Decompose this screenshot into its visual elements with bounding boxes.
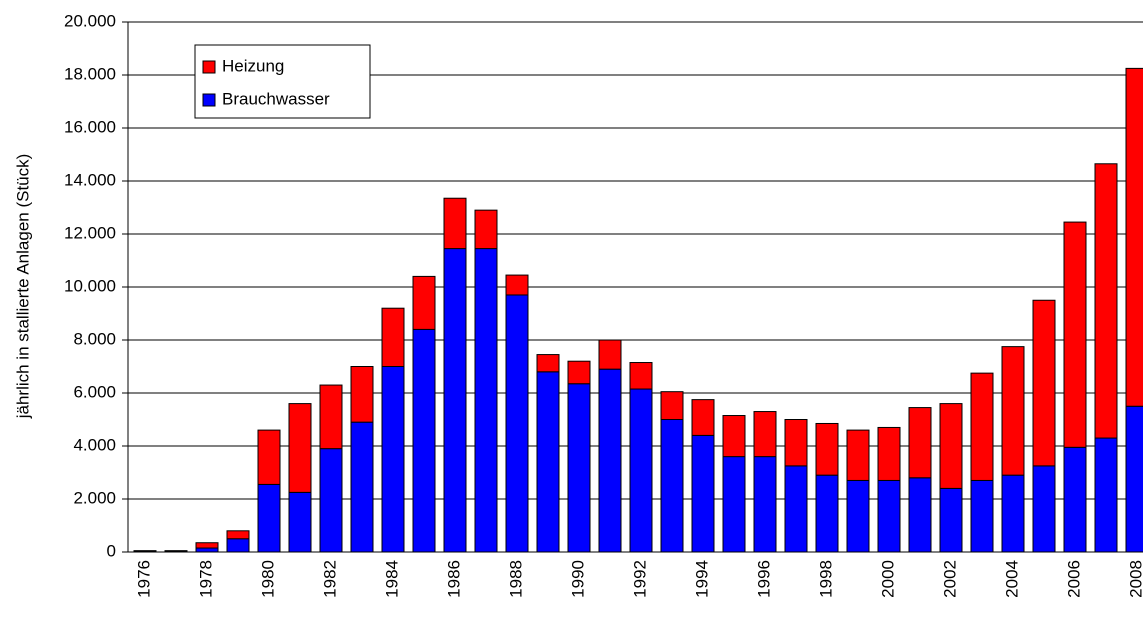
x-tick-label: 1976: [134, 560, 153, 598]
x-tick-label: 2002: [940, 560, 959, 598]
bar-segment: [939, 403, 963, 489]
bar-segment: [722, 456, 746, 553]
bar-segment: [1063, 221, 1087, 448]
bar-segment: [753, 411, 777, 458]
x-tick-label: 2004: [1002, 560, 1021, 598]
x-tick-label: 1998: [816, 560, 835, 598]
bar-segment: [536, 371, 560, 553]
bar-segment: [784, 419, 808, 467]
bar-segment: [846, 479, 870, 553]
y-axis-label: jährlich in stallierte Anlagen (Stück): [13, 154, 32, 420]
x-tick-label: 2006: [1064, 560, 1083, 598]
x-tick-label: 1986: [444, 560, 463, 598]
x-tick-label: 1978: [196, 560, 215, 598]
x-tick-label: 1994: [692, 560, 711, 598]
bar-segment: [350, 421, 374, 553]
bar-segment: [629, 388, 653, 553]
y-tick-label: 8.000: [73, 329, 116, 348]
bar-segment: [939, 487, 963, 553]
legend-swatch: [202, 60, 216, 74]
bar-segment: [784, 465, 808, 553]
bar-segment: [908, 477, 932, 553]
bar-segment: [815, 422, 839, 476]
bar-segment: [474, 209, 498, 250]
bar-segment: [195, 547, 219, 553]
bar-segment: [567, 383, 591, 553]
bar-segment: [474, 248, 498, 553]
legend-swatch: [202, 93, 216, 107]
bar-segment: [1032, 299, 1056, 467]
bar-segment: [970, 372, 994, 481]
bar-segment: [877, 426, 901, 481]
bar-segment: [319, 384, 343, 450]
x-tick-label: 1996: [754, 560, 773, 598]
bar-segment: [1063, 446, 1087, 553]
bar-segment: [691, 399, 715, 436]
x-tick-label: 1982: [320, 560, 339, 598]
legend-label: Heizung: [222, 56, 284, 75]
bar-segment: [536, 354, 560, 373]
bar-segment: [288, 491, 312, 553]
bar-segment: [319, 448, 343, 553]
bar-segment: [753, 456, 777, 553]
bar-segment: [443, 248, 467, 553]
bar-segment: [505, 274, 529, 296]
bar-segment: [1094, 163, 1118, 439]
bar-segment: [381, 307, 405, 368]
x-tick-label: 2008: [1126, 560, 1143, 598]
bar-segment: [660, 391, 684, 420]
bar-segment: [567, 360, 591, 385]
bar-segment: [815, 474, 839, 553]
bar-segment: [877, 479, 901, 553]
bar-segment: [257, 429, 281, 485]
bar-segment: [381, 366, 405, 553]
bar-segment: [288, 403, 312, 493]
y-tick-label: 0: [107, 541, 116, 560]
bar-segment: [660, 419, 684, 553]
y-tick-label: 16.000: [64, 117, 116, 136]
bar-segment: [1032, 465, 1056, 553]
bar-segment: [226, 530, 250, 540]
bar-segment: [629, 362, 653, 390]
bar-segment: [1125, 67, 1143, 407]
bar-segment: [412, 275, 436, 330]
bar-segment: [691, 434, 715, 553]
legend-box: [194, 44, 371, 119]
bar-segment: [1094, 437, 1118, 553]
bar-segment: [226, 538, 250, 553]
bar-segment: [443, 197, 467, 250]
bar-segment: [412, 328, 436, 553]
bar-segment: [350, 366, 374, 423]
x-tick-label: 1990: [568, 560, 587, 598]
y-tick-label: 4.000: [73, 435, 116, 454]
bar-segment: [195, 542, 219, 549]
y-tick-label: 6.000: [73, 382, 116, 401]
bar-segment: [257, 483, 281, 553]
bar-segment: [1001, 346, 1025, 476]
y-tick-label: 10.000: [64, 276, 116, 295]
x-tick-label: 1992: [630, 560, 649, 598]
bar-segment: [1125, 405, 1143, 553]
x-tick-label: 2000: [878, 560, 897, 598]
bar-segment: [846, 429, 870, 481]
legend-label: Brauchwasser: [222, 89, 330, 108]
x-tick-label: 1984: [382, 560, 401, 598]
y-tick-label: 18.000: [64, 64, 116, 83]
x-tick-label: 1988: [506, 560, 525, 598]
bar-segment: [908, 407, 932, 479]
bar-segment: [1001, 474, 1025, 553]
y-tick-label: 14.000: [64, 170, 116, 189]
bar-segment: [970, 479, 994, 553]
bar-segment: [722, 415, 746, 458]
bar-segment: [598, 339, 622, 370]
x-tick-label: 1980: [258, 560, 277, 598]
bar-segment: [505, 294, 529, 553]
y-tick-label: 2.000: [73, 488, 116, 507]
y-tick-label: 12.000: [64, 223, 116, 242]
bar-segment: [598, 368, 622, 553]
y-tick-label: 20.000: [64, 11, 116, 30]
